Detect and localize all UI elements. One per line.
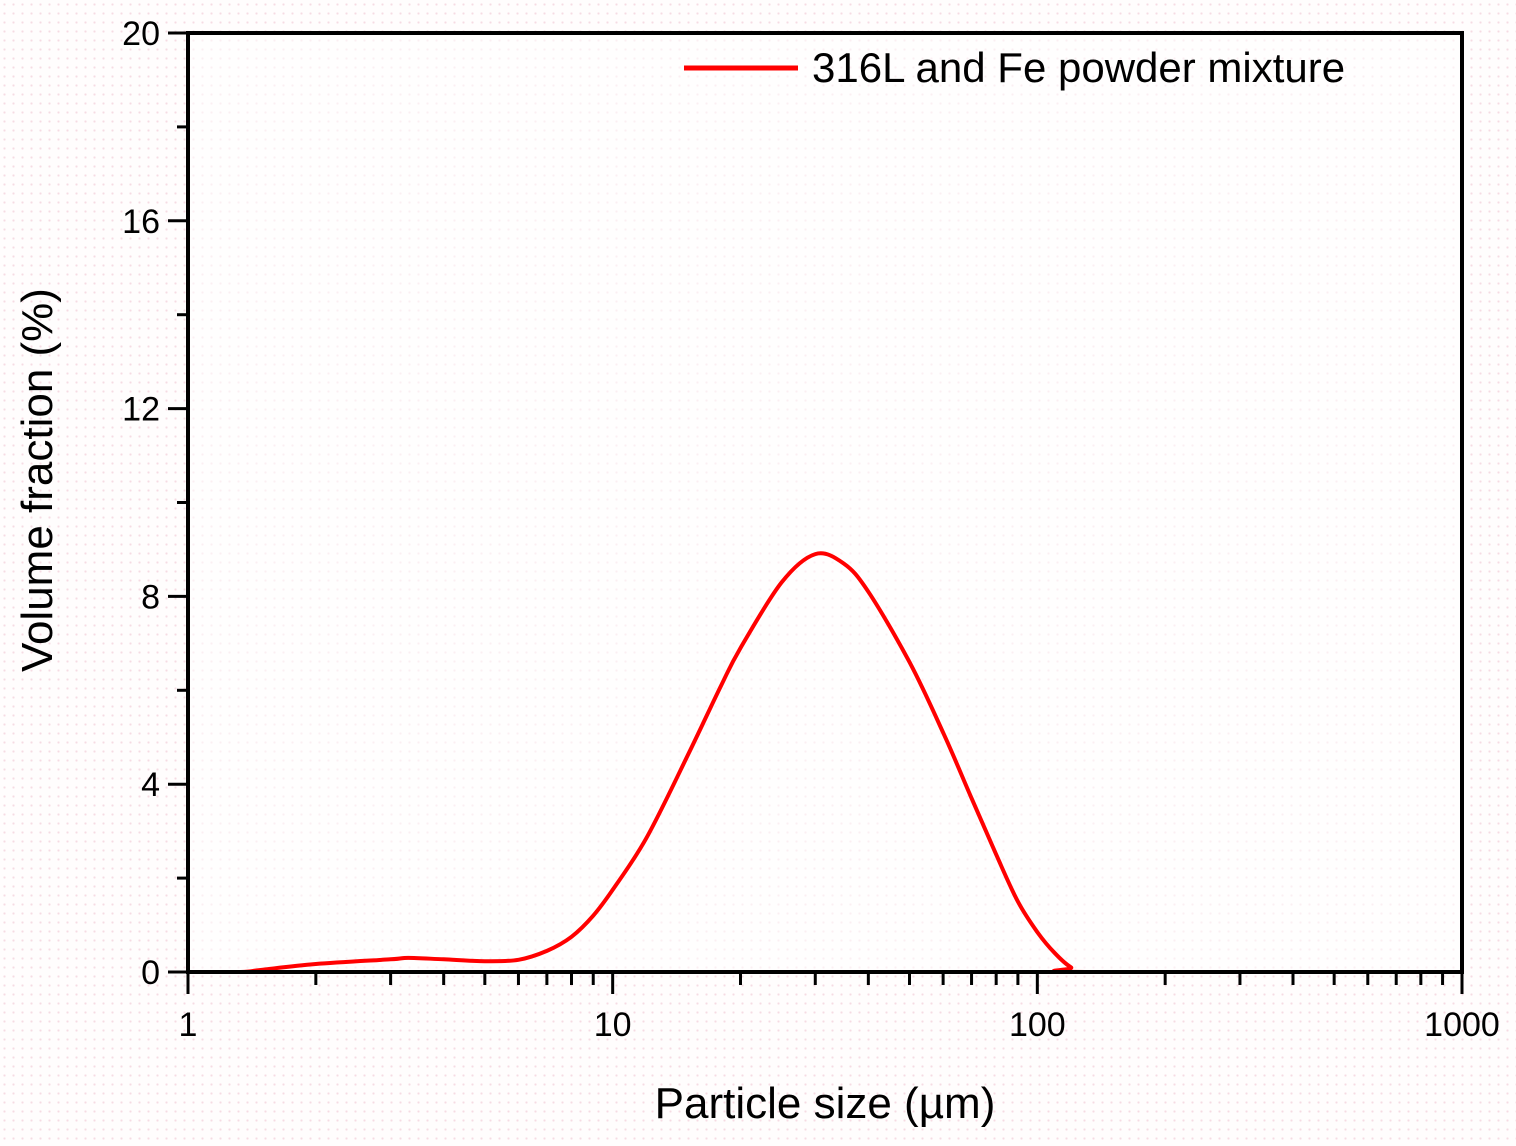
data-line <box>188 551 1462 975</box>
y-tick-label: 8 <box>141 578 160 616</box>
x-tick-label: 10 <box>594 1006 632 1044</box>
legend: 316L and Fe powder mixture <box>684 44 1345 91</box>
y-tick-label: 4 <box>141 766 160 804</box>
y-tick-label: 20 <box>122 15 160 53</box>
plot-frame <box>186 31 1464 974</box>
y-tick-label: 16 <box>122 203 160 241</box>
x-tick-label: 1 <box>179 1006 198 1044</box>
y-tick-label: 12 <box>122 391 160 429</box>
y-axis-title: Volume fraction (%) <box>13 288 62 672</box>
y-tick-label: 0 <box>141 954 160 992</box>
x-axis-ticks: 1 10 100 1000 <box>179 972 1500 1044</box>
x-tick-label: 1000 <box>1424 1006 1500 1044</box>
x-axis-title: Particle size (µm) <box>655 1079 996 1128</box>
legend-label: 316L and Fe powder mixture <box>812 44 1345 91</box>
x-tick-label: 100 <box>1009 1006 1066 1044</box>
plot-area <box>188 33 1462 972</box>
y-axis-ticks: 0 4 8 12 16 20 <box>122 15 188 992</box>
